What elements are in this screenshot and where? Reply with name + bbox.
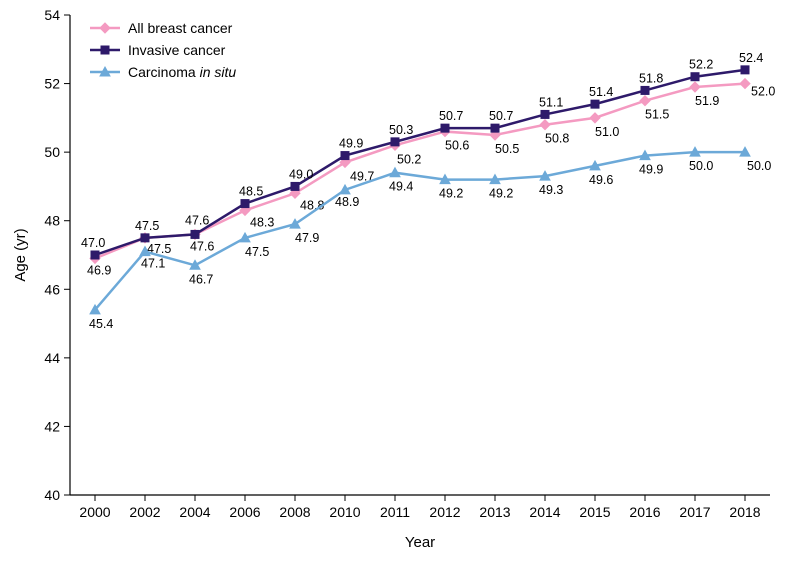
data-label: 47.6 bbox=[185, 213, 209, 227]
data-label: 50.7 bbox=[489, 109, 513, 123]
y-tick-label: 48 bbox=[44, 213, 60, 229]
x-tick-label: 2000 bbox=[79, 504, 110, 520]
legend-item: Invasive cancer bbox=[90, 42, 226, 58]
legend-item: Carcinoma in situ bbox=[90, 64, 236, 80]
data-label: 48.3 bbox=[250, 215, 274, 229]
y-tick-label: 46 bbox=[44, 281, 60, 297]
square-marker bbox=[101, 46, 109, 54]
x-tick-label: 2012 bbox=[429, 504, 460, 520]
square-marker bbox=[491, 124, 499, 132]
x-tick-label: 2014 bbox=[529, 504, 560, 520]
square-marker bbox=[391, 138, 399, 146]
data-label: 47.5 bbox=[245, 245, 269, 259]
legend-label: Carcinoma in situ bbox=[128, 64, 236, 80]
data-label: 50.6 bbox=[445, 139, 469, 153]
legend-item: All breast cancer bbox=[90, 20, 233, 36]
square-marker bbox=[641, 86, 649, 94]
diamond-marker bbox=[740, 79, 750, 89]
data-label: 50.5 bbox=[495, 142, 519, 156]
x-tick-label: 2010 bbox=[329, 504, 360, 520]
square-marker bbox=[741, 66, 749, 74]
data-label: 52.2 bbox=[689, 58, 713, 72]
data-label: 49.4 bbox=[389, 180, 413, 194]
data-label: 46.7 bbox=[189, 272, 213, 286]
data-label: 50.0 bbox=[747, 159, 771, 173]
data-label: 47.0 bbox=[81, 236, 105, 250]
square-marker bbox=[291, 182, 299, 190]
diamond-marker bbox=[540, 120, 550, 130]
x-tick-label: 2008 bbox=[279, 504, 310, 520]
x-tick-label: 2016 bbox=[629, 504, 660, 520]
data-label: 49.3 bbox=[539, 183, 563, 197]
y-axis-label: Age (yr) bbox=[12, 228, 29, 281]
x-tick-label: 2017 bbox=[679, 504, 710, 520]
data-label: 51.1 bbox=[539, 95, 563, 109]
diamond-marker bbox=[640, 96, 650, 106]
y-tick-label: 42 bbox=[44, 418, 60, 434]
data-label: 48.5 bbox=[239, 185, 263, 199]
data-label: 51.8 bbox=[639, 71, 663, 85]
data-label: 49.9 bbox=[339, 137, 363, 151]
diamond-marker bbox=[690, 82, 700, 92]
diamond-marker bbox=[100, 23, 110, 33]
y-tick-label: 54 bbox=[44, 7, 60, 23]
data-label: 46.9 bbox=[87, 263, 111, 277]
data-label: 48.9 bbox=[335, 195, 359, 209]
square-marker bbox=[241, 200, 249, 208]
data-label: 51.5 bbox=[645, 108, 669, 122]
data-label: 51.0 bbox=[595, 125, 619, 139]
line-chart: 40 42 44 46 48 50 52 54 2000 2002 2004 2006 2008 2010… bbox=[0, 0, 785, 562]
data-label: 50.8 bbox=[545, 132, 569, 146]
data-label: 49.6 bbox=[589, 173, 613, 187]
x-tick-label: 2011 bbox=[380, 504, 410, 520]
data-label: 50.2 bbox=[397, 152, 421, 166]
data-label: 49.2 bbox=[489, 187, 513, 201]
square-marker bbox=[691, 73, 699, 81]
data-label: 49.0 bbox=[289, 167, 313, 181]
data-label: 49.9 bbox=[639, 163, 663, 177]
data-label: 47.9 bbox=[295, 231, 319, 245]
x-tick-label: 2006 bbox=[229, 504, 260, 520]
data-label: 50.3 bbox=[389, 123, 413, 137]
square-marker bbox=[341, 152, 349, 160]
data-label: 47.5 bbox=[135, 219, 159, 233]
x-tick-label: 2002 bbox=[129, 504, 160, 520]
y-tick-label: 44 bbox=[44, 350, 60, 366]
data-label: 47.1 bbox=[141, 257, 165, 271]
data-label: 45.4 bbox=[89, 317, 113, 331]
data-label: 51.4 bbox=[589, 85, 613, 99]
square-marker bbox=[141, 234, 149, 242]
x-tick-label: 2004 bbox=[179, 504, 210, 520]
square-marker bbox=[91, 251, 99, 259]
y-tick-label: 40 bbox=[44, 487, 60, 503]
x-tick-label: 2013 bbox=[479, 504, 510, 520]
y-tick-label: 50 bbox=[44, 144, 60, 160]
square-marker bbox=[591, 100, 599, 108]
data-label: 52.0 bbox=[751, 85, 775, 99]
square-marker bbox=[541, 110, 549, 118]
square-marker bbox=[191, 230, 199, 238]
y-tick-label: 52 bbox=[44, 76, 60, 92]
data-label: 47.6 bbox=[190, 239, 214, 253]
data-label: 50.0 bbox=[689, 159, 713, 173]
diamond-marker bbox=[590, 113, 600, 123]
x-tick-label: 2018 bbox=[729, 504, 760, 520]
chart-container: 40 42 44 46 48 50 52 54 2000 2002 2004 2006 2008 2010… bbox=[0, 0, 785, 562]
square-marker bbox=[441, 124, 449, 132]
legend-label: All breast cancer bbox=[128, 20, 233, 36]
data-label: 51.9 bbox=[695, 94, 719, 108]
data-label: 50.7 bbox=[439, 109, 463, 123]
legend-label: Invasive cancer bbox=[128, 42, 226, 58]
x-axis-label: Year bbox=[405, 534, 435, 551]
data-label: 49.2 bbox=[439, 187, 463, 201]
x-tick-label: 2015 bbox=[579, 504, 610, 520]
data-label: 52.4 bbox=[739, 51, 763, 65]
